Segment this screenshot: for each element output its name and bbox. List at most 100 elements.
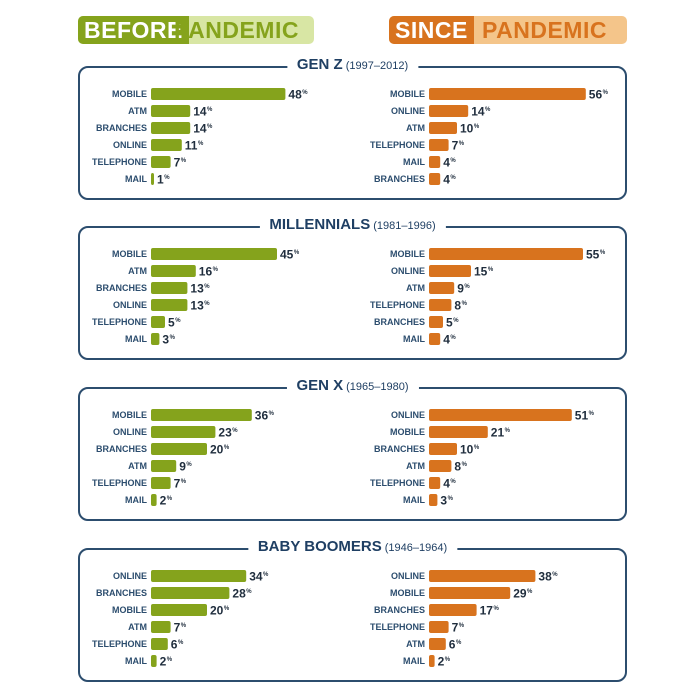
since-category-label: TELEPHONE [370, 140, 425, 150]
since-value-label: 7% [452, 139, 465, 153]
before-bar [151, 299, 188, 311]
before-bar [151, 426, 216, 438]
since-category-label: MAIL [403, 334, 425, 344]
since-value-label: 51% [575, 409, 595, 423]
before-bar [151, 494, 157, 506]
before-pandemic-header: BEFORE PANDEMIC [78, 16, 314, 44]
since-value-label: 29% [513, 587, 533, 601]
before-bar [151, 265, 196, 277]
since-value-label: 9% [457, 282, 470, 296]
before-category-label: TELEPHONE [92, 639, 147, 649]
before-category-label: MAIL [125, 174, 147, 184]
since-bar [429, 638, 446, 650]
before-category-label: ATM [128, 622, 147, 632]
before-bar [151, 122, 191, 134]
since-category-label: MOBILE [390, 427, 425, 437]
since-bar [429, 477, 441, 489]
before-bar [151, 443, 207, 455]
before-bar [151, 604, 207, 616]
since-bar [429, 570, 536, 582]
panel-title: MILLENNIALS (1981–1996) [259, 216, 446, 234]
since-value-label: 15% [474, 265, 494, 279]
before-value-label: 14% [193, 122, 213, 136]
before-bar [151, 173, 154, 185]
bars-baby-boomers: ONLINE 34% BRANCHES 28% MOBILE 20% ATM 7% TELEPH… [92, 570, 558, 669]
before-bar [151, 333, 160, 345]
since-value-label: 55% [586, 248, 606, 262]
since-bar [429, 248, 583, 260]
before-category-label: MAIL [125, 656, 147, 666]
since-category-label: BRANCHES [374, 605, 425, 615]
panel-title: GEN X (1965–1980) [286, 377, 419, 395]
before-bar [151, 156, 171, 168]
before-bar [151, 248, 277, 260]
since-bar [429, 655, 435, 667]
since-value-label: 6% [449, 638, 462, 652]
since-bar [429, 494, 438, 506]
since-value-label: 21% [491, 426, 511, 440]
panel-gen-x: GEN X (1965–1980) MOBILE 36% ONLINE 23% BRANC… [78, 377, 627, 521]
before-value-label: 45% [280, 248, 300, 262]
before-value-label: 11% [185, 139, 204, 153]
generation-years: (1997–2012) [345, 60, 409, 72]
before-category-label: MAIL [125, 495, 147, 505]
since-value-label: 4% [443, 477, 456, 491]
since-category-label: MOBILE [390, 588, 425, 598]
since-value-label: 5% [446, 316, 459, 330]
since-value-label: 14% [471, 105, 491, 119]
before-category-label: BRANCHES [96, 588, 147, 598]
before-bar [151, 105, 191, 117]
before-category-label: MOBILE [112, 249, 147, 259]
generation-name: GEN X [296, 377, 344, 394]
before-value-label: 1% [157, 173, 170, 187]
since-category-label: MAIL [403, 157, 425, 167]
before-bar [151, 570, 247, 582]
since-bar [429, 409, 572, 421]
panel-millennials: MILLENNIALS (1981–1996) MOBILE 45% ATM 16% BR… [78, 216, 627, 360]
before-value-label: 16% [199, 265, 219, 279]
since-bar [429, 299, 452, 311]
before-bar [151, 477, 171, 489]
before-value-label: 34% [249, 570, 269, 584]
since-value-label: 4% [443, 173, 456, 187]
before-category-label: ATM [128, 106, 147, 116]
before-value-label: 7% [174, 477, 187, 491]
before-value-label: 14% [193, 105, 213, 119]
before-category-label: ONLINE [113, 571, 147, 581]
since-category-label: BRANCHES [374, 444, 425, 454]
since-bar [429, 88, 586, 100]
generation-years: (1946–1964) [384, 542, 448, 554]
before-bar [151, 638, 168, 650]
since-category-label: ONLINE [391, 571, 425, 581]
bars-gen-z: MOBILE 48% ATM 14% BRANCHES 14% ONLINE 11% TELEP… [92, 88, 609, 187]
since-header-strong: SINCE [389, 16, 474, 44]
since-bar [429, 139, 449, 151]
before-value-label: 2% [160, 494, 173, 508]
since-bar [429, 156, 441, 168]
before-category-label: ONLINE [113, 427, 147, 437]
since-bar [429, 604, 477, 616]
since-bar [429, 460, 452, 472]
before-bar [151, 621, 171, 633]
generation-years: (1981–1996) [373, 220, 436, 232]
before-value-label: 23% [218, 426, 238, 440]
before-value-label: 48% [288, 88, 308, 102]
before-value-label: 20% [210, 443, 230, 457]
since-value-label: 8% [454, 460, 467, 474]
since-pandemic-header: SINCE PANDEMIC [389, 16, 627, 44]
since-category-label: ATM [406, 639, 425, 649]
before-category-label: MOBILE [112, 605, 147, 615]
before-category-label: MAIL [125, 334, 147, 344]
since-category-label: BRANCHES [374, 174, 425, 184]
since-bar [429, 443, 457, 455]
since-category-label: BRANCHES [374, 317, 425, 327]
since-value-label: 56% [589, 88, 609, 102]
panel-baby-boomers: BABY BOOMERS (1946–1964) ONLINE 34% BRANCHE… [78, 538, 627, 682]
before-bar [151, 655, 157, 667]
before-value-label: 6% [171, 638, 184, 652]
bars-millennials: MOBILE 45% ATM 16% BRANCHES 13% ONLINE 13% TELEP… [92, 248, 606, 347]
since-header-light: PANDEMIC [482, 17, 607, 43]
before-value-label: 7% [174, 621, 187, 635]
before-category-label: MOBILE [112, 410, 147, 420]
since-category-label: MAIL [403, 656, 425, 666]
